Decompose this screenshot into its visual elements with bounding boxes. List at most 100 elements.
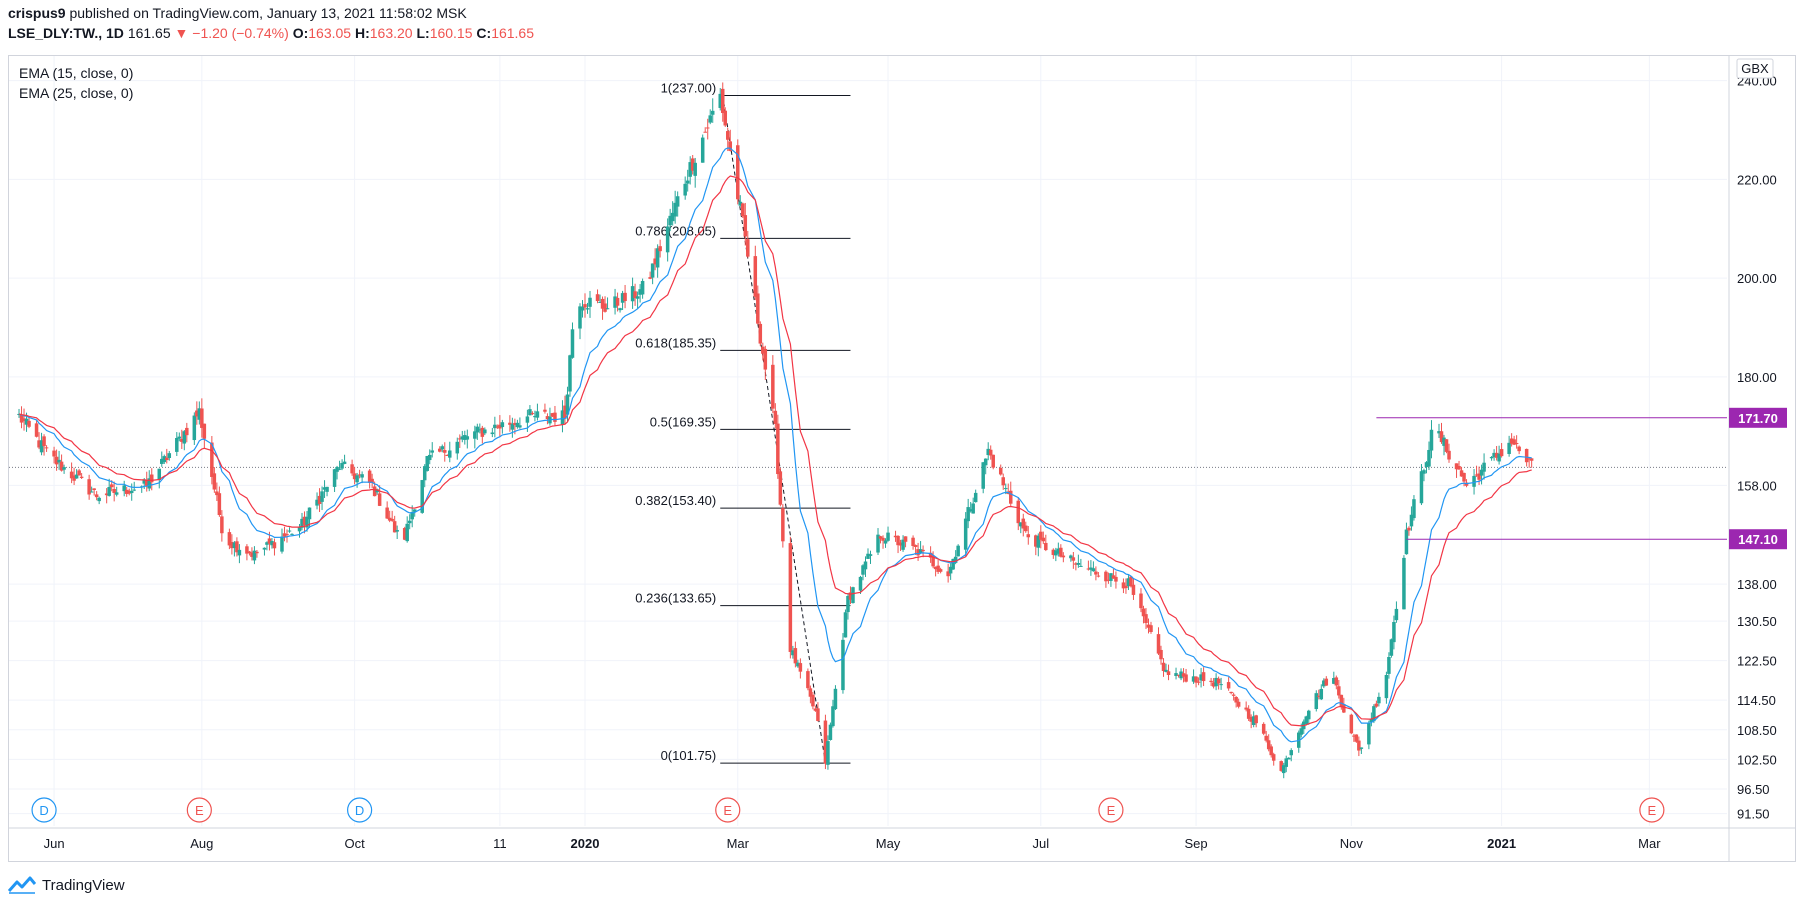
candle-body bbox=[1094, 571, 1098, 575]
candle-body bbox=[826, 741, 830, 765]
candle-body bbox=[1359, 747, 1364, 749]
candle-body bbox=[147, 478, 151, 489]
candle-body bbox=[495, 426, 500, 428]
candle-body bbox=[1281, 765, 1286, 774]
candle-body bbox=[708, 115, 712, 123]
candle-body bbox=[1109, 573, 1113, 581]
fib-level-label: 0.5(169.35) bbox=[650, 414, 717, 429]
dividend-event-icon[interactable] bbox=[347, 797, 373, 823]
earnings-event-icon[interactable] bbox=[1098, 797, 1124, 823]
candle-body bbox=[62, 467, 66, 470]
candle-body bbox=[1124, 585, 1128, 589]
candle-body bbox=[315, 499, 319, 506]
earnings-event-icon[interactable] bbox=[715, 797, 741, 823]
candle-body bbox=[483, 429, 487, 434]
candle-body bbox=[127, 490, 131, 494]
candle-body bbox=[235, 541, 239, 553]
candle-body bbox=[227, 532, 232, 546]
candle-body bbox=[1266, 740, 1271, 750]
candle-body bbox=[385, 507, 389, 519]
candle-body bbox=[513, 422, 517, 425]
candle-body bbox=[600, 298, 605, 309]
candle-body bbox=[1489, 457, 1494, 459]
candle-body bbox=[1324, 678, 1329, 686]
candle-body bbox=[1114, 576, 1118, 582]
price-tick-label: 96.50 bbox=[1737, 782, 1770, 797]
candle-body bbox=[112, 488, 116, 493]
candle-body bbox=[1286, 757, 1291, 760]
candle-body bbox=[74, 474, 79, 479]
candle-body bbox=[97, 497, 101, 502]
candle-body bbox=[1196, 681, 1201, 683]
low-label: L: bbox=[416, 25, 430, 41]
candle-body bbox=[1036, 535, 1041, 548]
candle-body bbox=[167, 453, 172, 459]
candle-body bbox=[370, 478, 374, 483]
candle-body bbox=[655, 248, 660, 268]
time-tick-label: 2021 bbox=[1487, 836, 1516, 851]
symbol-label[interactable]: LSE_DLY:TW., 1D bbox=[8, 25, 124, 41]
candle-body bbox=[618, 308, 622, 311]
candle-body bbox=[673, 202, 677, 217]
candle-body bbox=[746, 239, 750, 257]
candle-body bbox=[876, 534, 880, 553]
candle-body bbox=[793, 648, 798, 664]
currency-badge[interactable] bbox=[1736, 58, 1774, 79]
brand-name[interactable]: TradingView bbox=[42, 876, 125, 894]
candle-body bbox=[1387, 657, 1391, 674]
candle-body bbox=[129, 490, 134, 494]
candle-body bbox=[776, 423, 780, 475]
candle-body bbox=[525, 416, 530, 423]
candle-body bbox=[1104, 571, 1108, 582]
ema25-legend[interactable]: EMA (25, close, 0) bbox=[19, 85, 133, 101]
candle-body bbox=[1412, 499, 1416, 519]
candle-body bbox=[1089, 567, 1093, 570]
candle-body bbox=[1439, 431, 1444, 443]
candle-body bbox=[332, 469, 337, 487]
ema15-legend[interactable]: EMA (15, close, 0) bbox=[19, 65, 133, 81]
candle-body bbox=[475, 426, 480, 433]
candle-body bbox=[761, 346, 765, 354]
candle-body bbox=[1457, 465, 1461, 470]
candle-body bbox=[165, 457, 169, 461]
candle-body bbox=[44, 447, 49, 449]
candle-body bbox=[1254, 715, 1258, 724]
candle-body bbox=[1339, 694, 1344, 707]
candle-body bbox=[1404, 529, 1409, 555]
candle-body bbox=[1061, 555, 1066, 558]
candle-body bbox=[387, 517, 392, 521]
chart-frame[interactable]: 1(237.00) 0.786(208.05) 0.618(185.35) 0.5(1… bbox=[8, 55, 1796, 862]
candle-body bbox=[412, 509, 417, 512]
candle-body bbox=[700, 137, 705, 163]
candle-body bbox=[230, 542, 234, 549]
candle-body bbox=[720, 88, 725, 114]
candle-body bbox=[1354, 734, 1359, 742]
candle-body bbox=[1477, 473, 1481, 480]
candle-body bbox=[1459, 470, 1464, 477]
dividend-event-icon[interactable] bbox=[31, 797, 57, 823]
earnings-event-icon[interactable] bbox=[1639, 797, 1665, 823]
candle-body bbox=[180, 439, 184, 442]
grid-lines bbox=[9, 56, 1727, 826]
candle-body bbox=[703, 131, 707, 133]
candles bbox=[17, 82, 1534, 779]
earnings-event-icon[interactable] bbox=[186, 797, 212, 823]
candle-body bbox=[107, 487, 111, 496]
time-tick-label: Nov bbox=[1340, 836, 1364, 851]
candle-body bbox=[1507, 442, 1511, 454]
ema-lines bbox=[18, 147, 1532, 743]
candle-body bbox=[741, 203, 745, 217]
publisher-name[interactable]: crispus9 bbox=[8, 5, 66, 21]
time-tick-label: Mar bbox=[727, 836, 750, 851]
candle-body bbox=[195, 410, 199, 417]
candle-body bbox=[320, 491, 324, 502]
candle-body bbox=[1512, 439, 1516, 445]
tradingview-logo-icon[interactable] bbox=[8, 876, 36, 894]
price-chart[interactable]: 1(237.00) 0.786(208.05) 0.618(185.35) 0.5(1… bbox=[9, 56, 1795, 861]
candle-body bbox=[1527, 458, 1531, 460]
level-badge-label: 147.10 bbox=[1738, 532, 1778, 547]
candle-body bbox=[1236, 701, 1241, 707]
candle-body bbox=[988, 449, 993, 456]
candle-body bbox=[881, 537, 885, 541]
candle-body bbox=[200, 408, 204, 428]
